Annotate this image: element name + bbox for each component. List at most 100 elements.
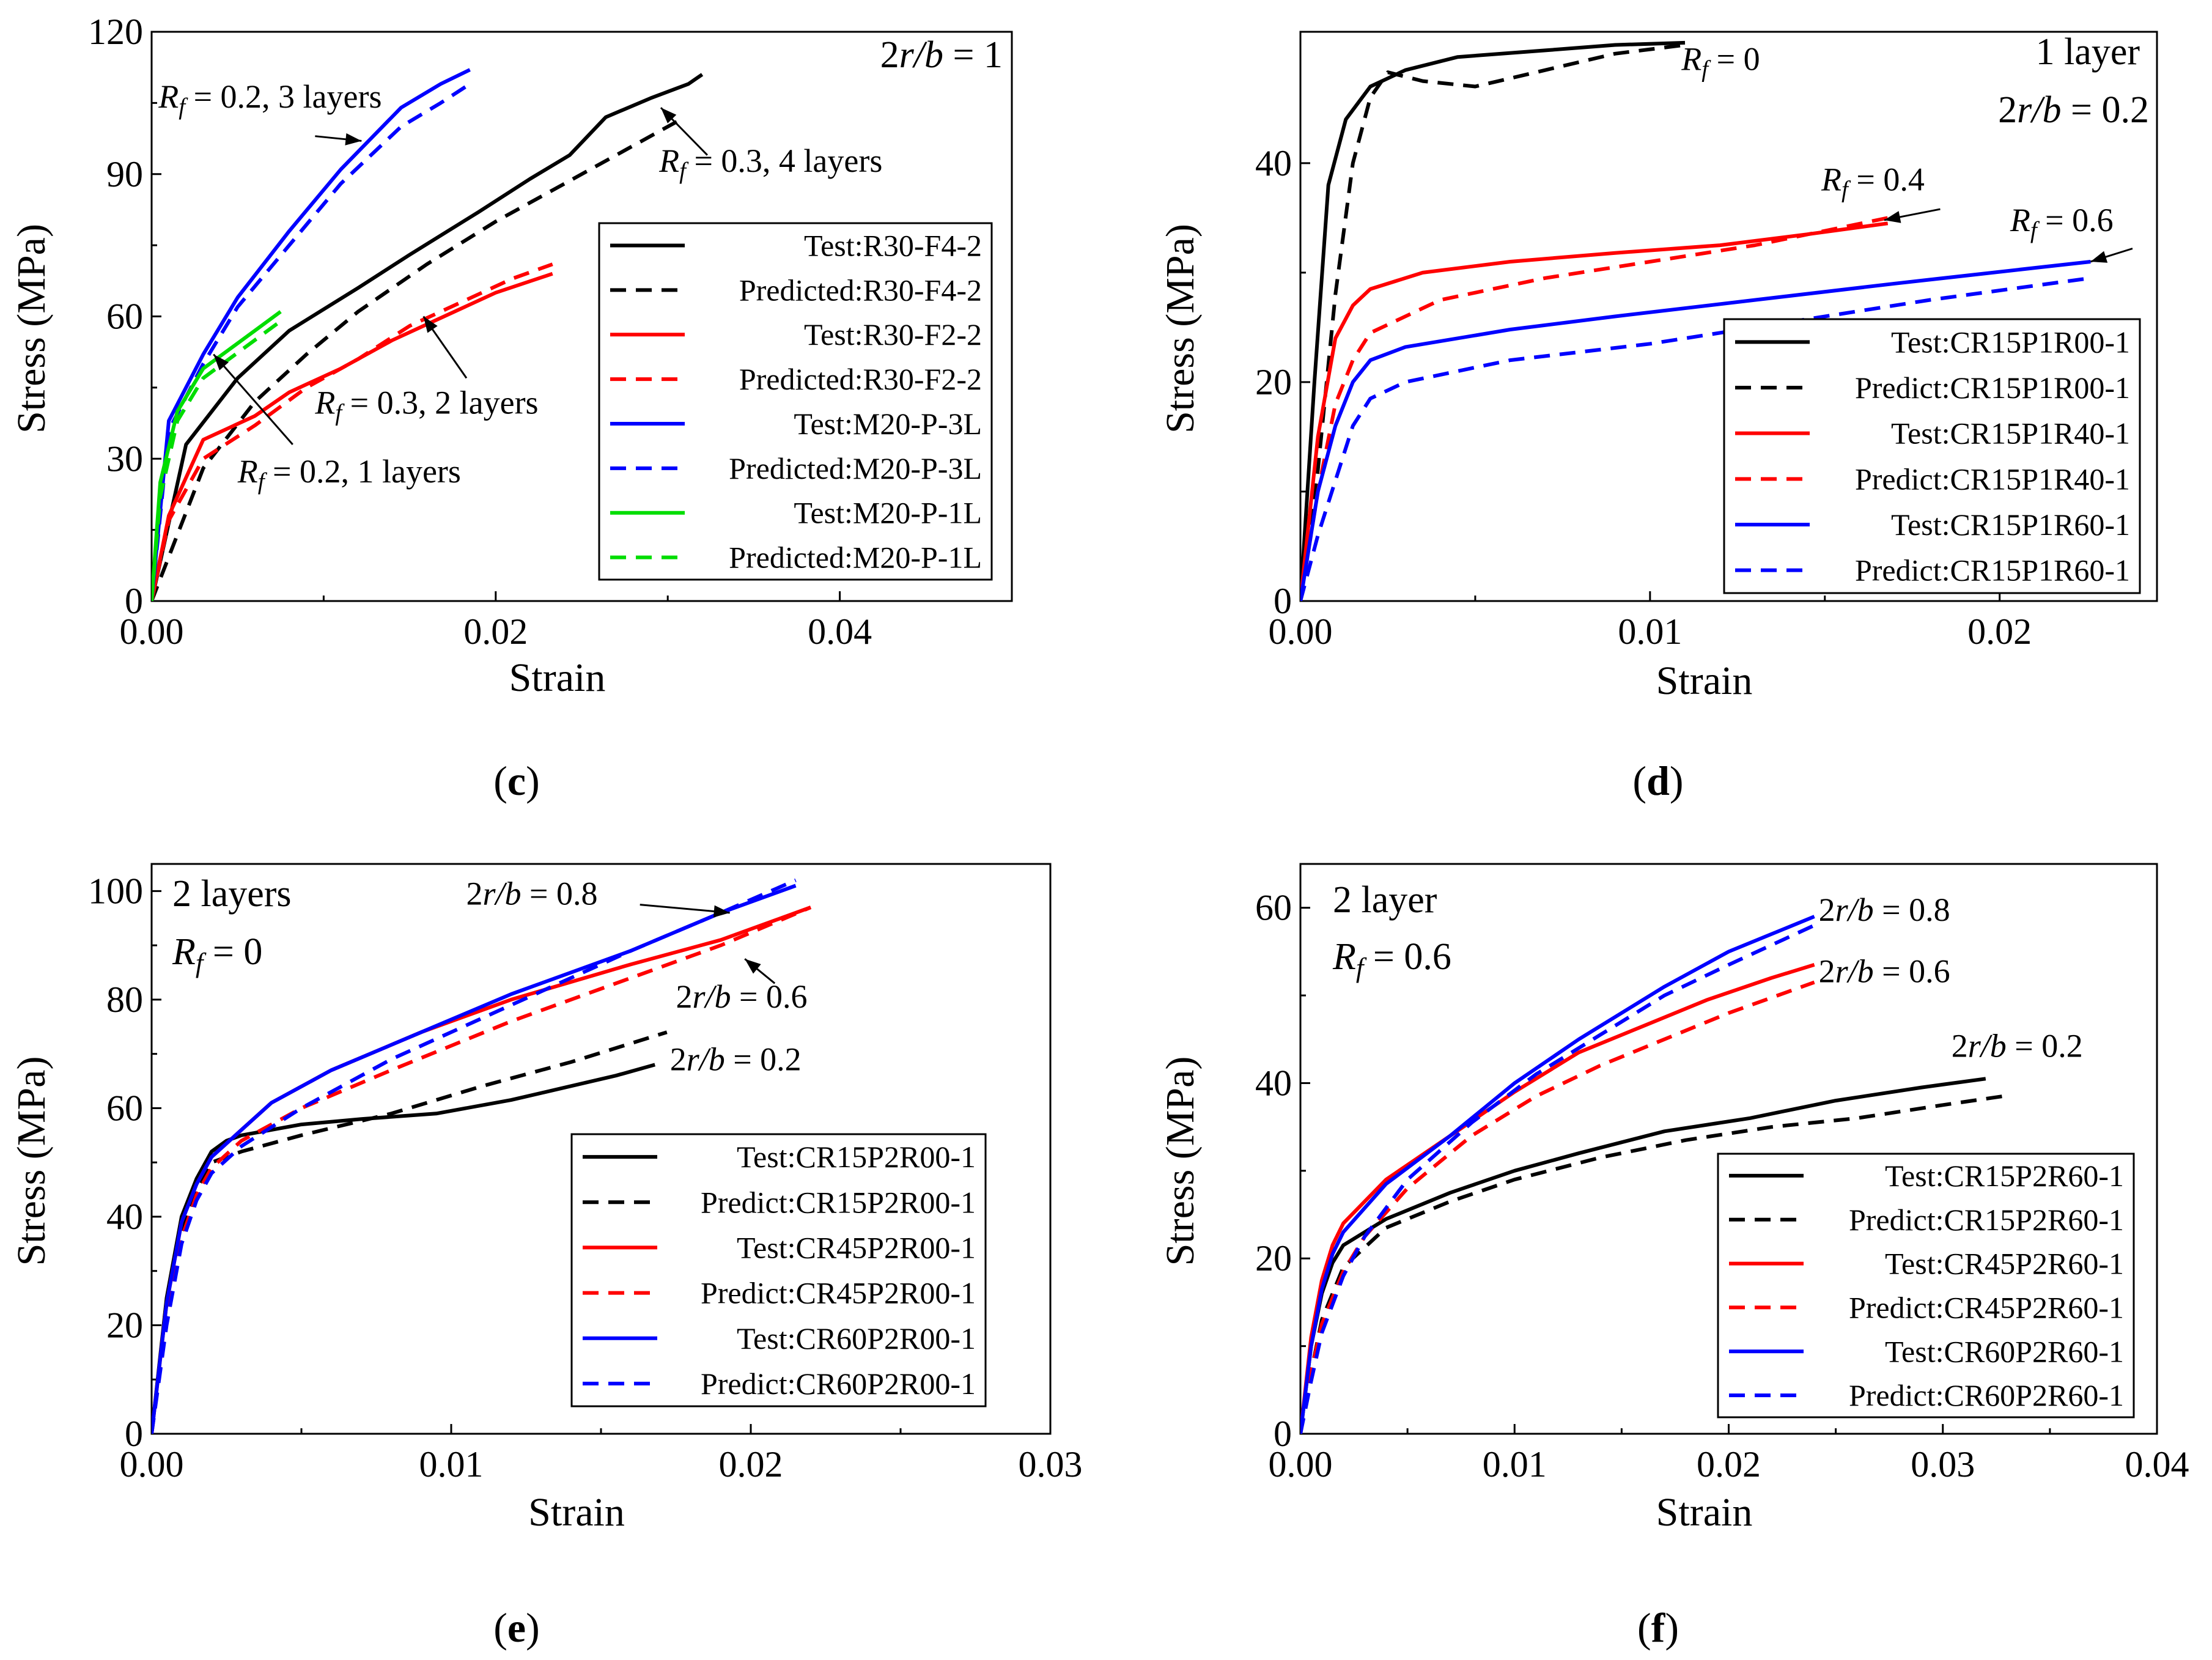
series-line — [1300, 260, 2091, 601]
arrow-head — [660, 108, 677, 124]
x-axis-title: Strain — [1656, 658, 1753, 703]
series-group — [1300, 40, 2091, 601]
arrow-head — [213, 354, 229, 371]
annotation-text: Rf = 0.2, 1 layers — [237, 453, 461, 495]
series-line — [152, 262, 553, 601]
annotation-text: 2r/b = 0.2 — [1952, 1027, 2083, 1064]
y-tick-label: 100 — [88, 871, 143, 911]
series-line — [152, 878, 797, 1434]
x-tick-label: 0.02 — [1967, 611, 2032, 652]
y-tick-label: 40 — [1255, 1063, 1292, 1103]
legend-label: Predict:CR15P2R60-1 — [1849, 1203, 2124, 1237]
y-tick-label: 20 — [106, 1305, 143, 1345]
y-tick-label: 0 — [125, 1414, 143, 1454]
series-line — [152, 82, 471, 601]
y-tick-label: 90 — [106, 154, 143, 194]
chart-panel-d: 0 20 40 0.00 0.01 0.02 Strain Stress (MPa) Test:… — [1158, 31, 2158, 804]
legend: Test:CR15P2R60-1 Predict:CR15P2R60-1 Test:… — [1717, 1153, 2135, 1418]
y-axis-title: Stress (MPa) — [1158, 224, 1203, 433]
plot-frame — [1299, 31, 2158, 602]
annotation-text: Rf = 0.2, 3 layers — [158, 78, 382, 120]
x-tick-label: 0.03 — [1019, 1444, 1083, 1485]
annotation-text: 2r/b = 0.6 — [1819, 953, 1950, 990]
legend-label: Predict:CR15P1R60-1 — [1855, 553, 2130, 588]
arrow-head — [2090, 251, 2108, 263]
corner-text: 2 layers — [172, 873, 292, 915]
legend: Test:R30-F4-2 Predicted:R30-F4-2 Test:R30-… — [598, 222, 993, 581]
legend-label: Test:CR15P1R00-1 — [1891, 325, 2130, 359]
series-line — [152, 73, 704, 601]
legend-box — [570, 1133, 987, 1407]
legend-label: Predict:CR15P1R00-1 — [1855, 371, 2130, 405]
series-line — [1300, 923, 1815, 1434]
annotation-arrow — [213, 353, 293, 445]
legend-label: Predict:CR45P2R00-1 — [701, 1276, 976, 1310]
panel-label: (f) — [1637, 1604, 1679, 1651]
legend-box — [598, 222, 993, 581]
series-line — [152, 115, 686, 601]
series-line — [1300, 221, 1889, 601]
annotation-text: Rf = 0.4 — [1821, 161, 1925, 203]
y-tick-label: 60 — [106, 297, 143, 337]
x-axis-title: Strain — [1656, 1490, 1753, 1535]
y-tick-label: 80 — [106, 979, 143, 1020]
series-group — [152, 878, 812, 1434]
x-tick-label: 0.02 — [463, 611, 528, 652]
series-line — [1300, 276, 2091, 601]
x-tick-label: 0.00 — [1269, 1444, 1333, 1485]
annotation-text: 2r/b = 0.8 — [1819, 891, 1950, 928]
legend-label: Test:R30-F2-2 — [804, 317, 982, 352]
x-axis-title: Strain — [509, 655, 606, 700]
legend-label: Predict:CR45P2R60-1 — [1849, 1290, 2124, 1324]
y-tick-label: 60 — [106, 1088, 143, 1128]
legend-label: Predicted:R30-F4-2 — [739, 273, 982, 307]
legend-label: Test:CR15P2R00-1 — [737, 1140, 976, 1174]
corner-text: Rf = 0 — [172, 931, 262, 978]
legend-box — [1717, 1153, 2135, 1418]
corner-text: Rf = 0.6 — [1332, 936, 1451, 983]
series-line — [1300, 216, 1889, 601]
corner-text: 2 layer — [1333, 879, 1437, 921]
x-axis-title: Strain — [528, 1490, 625, 1535]
y-tick-label: 0 — [125, 581, 143, 621]
y-axis-title: Stress (MPa) — [9, 224, 54, 433]
arrow-head — [345, 133, 362, 146]
legend-label: Predict:CR15P2R00-1 — [701, 1185, 976, 1219]
legend-label: Test:CR60P2R00-1 — [737, 1321, 976, 1356]
legend-box — [1723, 318, 2141, 594]
annotation-text: 2r/b = 0.8 — [466, 876, 598, 912]
x-tick-label: 0.00 — [1269, 611, 1333, 652]
x-tick-label: 0.04 — [808, 611, 872, 652]
annotation-text: Rf = 0 — [1681, 41, 1760, 83]
corner-text: 1 layer — [2036, 31, 2140, 73]
y-tick-label: 40 — [106, 1197, 143, 1237]
y-tick-label: 20 — [1255, 1238, 1292, 1278]
legend-label: Predict:CR60P2R60-1 — [1849, 1378, 2124, 1412]
legend: Test:CR15P2R00-1 Predict:CR15P2R00-1 Test:… — [570, 1133, 987, 1407]
annotation-text: 2r/b = 0.2 — [670, 1041, 802, 1077]
legend-label: Test:CR15P1R40-1 — [1891, 416, 2130, 451]
x-tick-label: 0.01 — [419, 1444, 484, 1485]
y-tick-label: 120 — [88, 12, 143, 52]
chart-panel-e: 0 20 40 60 80 100 0.00 0.01 0.02 0.03 Strain Stress… — [9, 863, 1083, 1651]
arrow-head — [745, 959, 761, 974]
x-tick-label: 0.04 — [2125, 1444, 2189, 1485]
legend-label: Test:CR45P2R00-1 — [737, 1230, 976, 1264]
panel-label: (e) — [493, 1604, 540, 1651]
legend-label: Predict:CR15P1R40-1 — [1855, 462, 2130, 496]
arrow-head — [713, 905, 730, 918]
series-line — [152, 1030, 668, 1434]
chart-panel-f: 0 20 40 60 0.00 0.01 0.02 0.03 0.04 Strain Stress … — [1158, 863, 2189, 1651]
x-tick-label: 0.02 — [1697, 1444, 1761, 1485]
annotation-text: 2r/b = 0.6 — [676, 978, 808, 1015]
corner-text: 2r/b = 0.2 — [1998, 89, 2149, 131]
y-tick-label: 60 — [1255, 888, 1292, 928]
series-line — [152, 68, 471, 601]
legend-label: Predicted:M20-P-1L — [729, 540, 982, 575]
series-line — [1300, 980, 1815, 1434]
x-tick-label: 0.02 — [719, 1444, 783, 1485]
chart-panel-c: 0 30 60 90 120 0.00 0.02 0.04 Strain Stress (MPa)… — [9, 12, 1013, 804]
x-tick-label: 0.01 — [1618, 611, 1682, 652]
y-axis-title: Stress (MPa) — [9, 1057, 54, 1266]
